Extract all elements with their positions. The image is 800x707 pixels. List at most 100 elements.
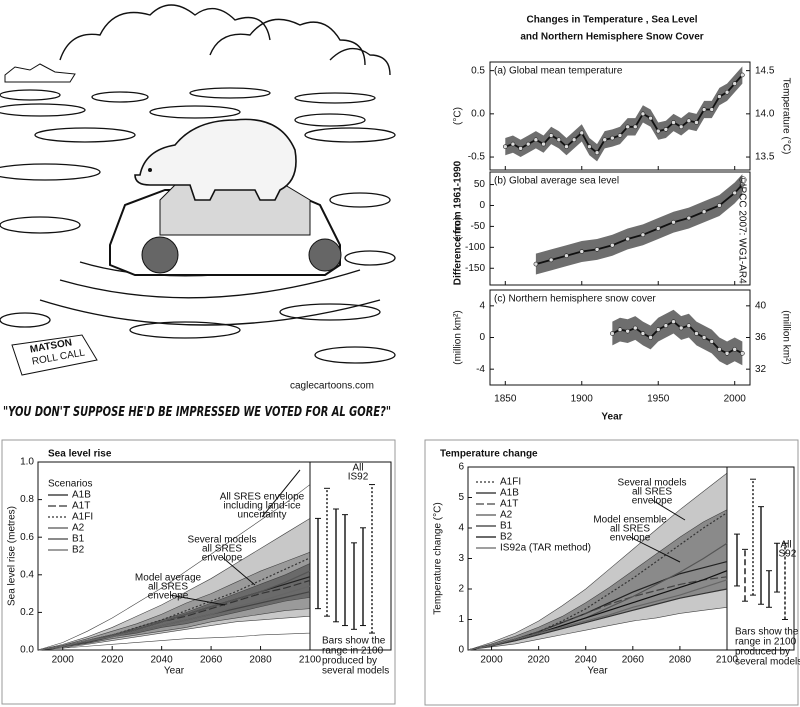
y2-tick-label: 14.0: [755, 108, 775, 119]
annotation: Several models: [618, 478, 687, 489]
y-tick-label: 0: [479, 200, 485, 211]
data-point: [610, 135, 615, 141]
y-tick-label: -150: [465, 263, 485, 274]
y-tick-label: 0.5: [471, 65, 485, 76]
annotation: all SRES: [632, 487, 672, 498]
data-point: [579, 249, 585, 254]
x-tick-label: 2020: [528, 655, 551, 666]
annotation: uncertainty: [238, 510, 287, 521]
y-axis-label: Sea level rise (metres): [7, 506, 18, 606]
data-point: [663, 127, 669, 132]
data-point: [648, 335, 653, 340]
data-point: [564, 253, 569, 259]
annotation: All SRES envelope: [220, 492, 305, 503]
y-axis-label: (°C): [453, 107, 464, 125]
ice-floes: [0, 87, 396, 364]
data-point: [686, 118, 692, 124]
series-line: [37, 557, 311, 651]
bear-eye: [148, 168, 152, 172]
data-point: [671, 219, 676, 225]
clouds: [59, 4, 391, 76]
data-point: [678, 325, 684, 331]
y-tick-label: 0.2: [20, 607, 34, 618]
credit: ©IPCC 2007: WG1-AR4: [736, 176, 747, 284]
iceberg: [4, 63, 76, 83]
y2-tick-label: 36: [755, 332, 767, 343]
range-frame: [726, 466, 795, 651]
data-point: [732, 347, 738, 352]
data-point: [724, 351, 730, 356]
x-tick-label: 2000: [724, 394, 747, 405]
range-note: produced by: [322, 656, 377, 667]
range-note: range in 2100: [735, 637, 797, 648]
y-axis-label: (million km²): [453, 310, 464, 364]
y-tick-label: 5: [458, 492, 464, 503]
annotation: Several models: [188, 535, 257, 546]
panel-frame: [489, 171, 751, 286]
y2-tick-label: 13.5: [755, 152, 775, 163]
x-tick-label: 2040: [151, 655, 174, 666]
data-point: [632, 325, 638, 331]
y2-tick-label: 32: [755, 364, 767, 375]
x-tick-label: 2100: [299, 655, 322, 666]
y-tick-label: -50: [471, 221, 486, 232]
data-point: [717, 94, 722, 99]
data-point: [610, 331, 615, 336]
legend-label: B2: [500, 532, 513, 543]
data-point: [717, 347, 722, 352]
site: caglecartoons.com: [290, 381, 374, 392]
legend-label: A2: [500, 510, 513, 521]
data-point: [510, 141, 516, 147]
uncertainty-band: [505, 66, 743, 162]
data-point: [694, 331, 699, 336]
range-frame: [309, 461, 392, 651]
y2-axis-label: (million km²): [780, 310, 791, 364]
annotation: including land-ice: [223, 501, 301, 512]
x-tick-label: 2060: [622, 655, 645, 666]
y-tick-label: 4: [479, 300, 485, 311]
range-note: produced by: [735, 647, 790, 658]
range-note: Bars show the: [322, 636, 386, 647]
data-point: [548, 257, 554, 263]
legend-label: A1T: [500, 499, 518, 510]
x-tick-label: 1950: [647, 394, 670, 405]
data-point: [740, 351, 745, 356]
x-axis-label: Year: [601, 412, 622, 423]
annotation-arrow: [169, 594, 226, 606]
x-axis-label: Year: [587, 666, 608, 677]
annotation-arrow: [221, 556, 256, 586]
x-tick-label: 1900: [571, 394, 594, 405]
annotation: Model average: [135, 573, 202, 584]
y-tick-label: 1: [458, 614, 464, 625]
uncertainty-band: [612, 309, 743, 366]
y-tick-label: 0.0: [20, 645, 34, 656]
data-point: [701, 335, 707, 340]
data-point: [740, 182, 745, 187]
data-point: [701, 209, 707, 215]
data-point: [533, 137, 539, 143]
x-tick-label: 2000: [480, 655, 503, 666]
data-point: [502, 144, 508, 149]
y-tick-label: -0.5: [468, 152, 486, 163]
caption: "YOU DON'T SUPPOSE HE'D BE IMPRESSED WE …: [3, 404, 391, 420]
annotation: envelope: [148, 591, 189, 602]
legend-label: A1T: [72, 501, 90, 512]
y-tick-label: -100: [465, 242, 485, 253]
range-note: range in 2100: [322, 646, 384, 657]
annotation: all SRES: [610, 524, 650, 535]
data-point: [648, 115, 653, 121]
y-tick-label: 0: [458, 645, 464, 656]
panel-frame: [489, 61, 751, 171]
data-point: [686, 215, 692, 221]
data-point: [694, 120, 699, 125]
windows: [159, 184, 311, 236]
x-tick-label: 2080: [249, 655, 272, 666]
data-point: [732, 190, 738, 196]
x-tick-label: 2060: [200, 655, 223, 666]
legend-label: B1: [72, 534, 85, 545]
data-point: [686, 323, 692, 328]
y-tick-label: 2: [458, 584, 464, 595]
legend-label: B1: [500, 521, 513, 532]
data-point: [671, 319, 676, 324]
